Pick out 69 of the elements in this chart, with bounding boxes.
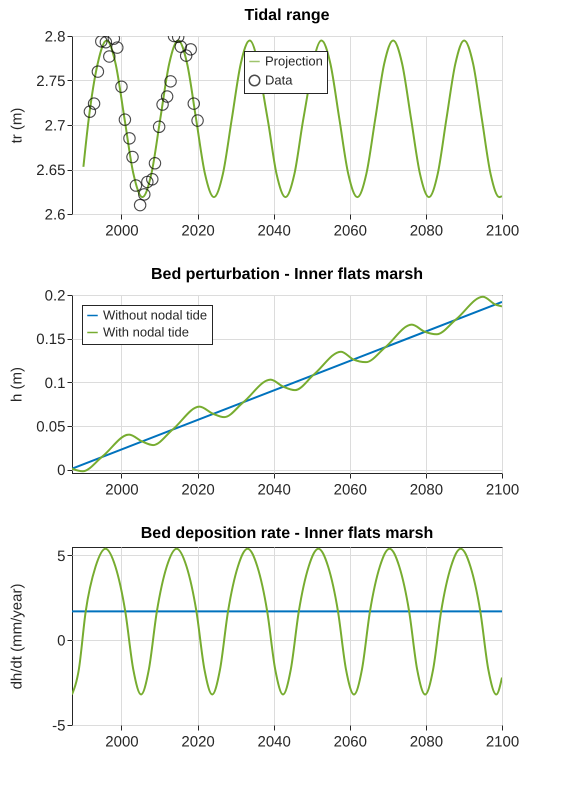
- y-tick-label: 0.2: [44, 288, 66, 304]
- y-axis-title: dh/dt (mm/year): [8, 584, 26, 690]
- x-tick-label: 2080: [410, 482, 444, 498]
- point: [84, 105, 96, 118]
- point: [126, 150, 139, 164]
- line-series: [72, 548, 502, 696]
- y-tick-label: 0.15: [36, 331, 66, 348]
- point: [148, 157, 162, 170]
- x-tick-label: 2100: [486, 734, 520, 750]
- point: [180, 49, 192, 62]
- y-tick-label: 2.8: [44, 28, 66, 46]
- chart-title: Tidal range: [244, 7, 330, 24]
- point: [92, 65, 104, 78]
- y-tick-label: 2.65: [36, 162, 66, 179]
- x-tick-label: 2100: [486, 222, 520, 240]
- point: [156, 98, 169, 111]
- x-tick-label: 2020: [181, 482, 215, 498]
- point: [188, 97, 200, 110]
- y-tick-label: 0.1: [44, 374, 66, 392]
- x-tick-label: 2000: [105, 222, 139, 240]
- x-tick-label: 2060: [334, 222, 367, 240]
- point: [191, 114, 204, 127]
- point: [100, 36, 112, 48]
- line-series: [82, 39, 502, 198]
- x-tick-label: 2000: [105, 734, 139, 750]
- y-axis-title: tr (m): [8, 108, 26, 144]
- chart-title: Bed perturbation - Inner flats marsh: [150, 266, 424, 283]
- point: [174, 40, 188, 53]
- x-tick-label: 2060: [334, 734, 367, 750]
- point: [152, 120, 166, 134]
- legend-label: With nodal tide: [103, 324, 189, 340]
- y-tick-label: 2.6: [44, 206, 66, 224]
- legend-label: Projection: [265, 54, 323, 68]
- x-tick-label: 2080: [410, 222, 444, 240]
- y-tick-label: 0: [57, 632, 66, 650]
- point: [160, 90, 174, 103]
- point: [184, 43, 197, 56]
- y-tick-label: 0.05: [36, 418, 66, 436]
- x-tick-label: 2100: [486, 482, 520, 498]
- y-tick-label: 2.75: [36, 73, 66, 90]
- x-tick-label: 2080: [410, 734, 444, 750]
- point: [141, 176, 154, 188]
- y-tick-label: 0: [57, 462, 66, 480]
- x-tick-label: 2040: [257, 482, 291, 498]
- point: [164, 75, 177, 88]
- point: [123, 132, 136, 145]
- y-axis-title: h (m): [8, 367, 26, 402]
- point: [138, 188, 151, 201]
- y-tick-label: -5: [52, 718, 66, 734]
- point: [146, 173, 159, 186]
- chart-title: Bed deposition rate - Inner flats marsh: [140, 525, 434, 542]
- point: [134, 198, 146, 212]
- y-tick-label: 5: [57, 548, 66, 565]
- y-tick-label: 2.7: [44, 118, 66, 134]
- point: [118, 113, 132, 126]
- x-tick-label: 2020: [181, 734, 215, 750]
- legend-label: Without nodal tide: [103, 308, 208, 322]
- x-tick-label: 2020: [181, 222, 215, 240]
- x-tick-label: 2060: [334, 482, 367, 498]
- point: [115, 80, 128, 93]
- x-tick-label: 2040: [257, 734, 291, 750]
- point: [95, 36, 108, 48]
- legend-label: Data: [265, 72, 294, 88]
- x-tick-label: 2000: [105, 482, 139, 498]
- point: [130, 179, 142, 192]
- point: [103, 50, 116, 63]
- point: [111, 41, 124, 54]
- point: [88, 97, 100, 110]
- x-tick-label: 2040: [257, 222, 291, 240]
